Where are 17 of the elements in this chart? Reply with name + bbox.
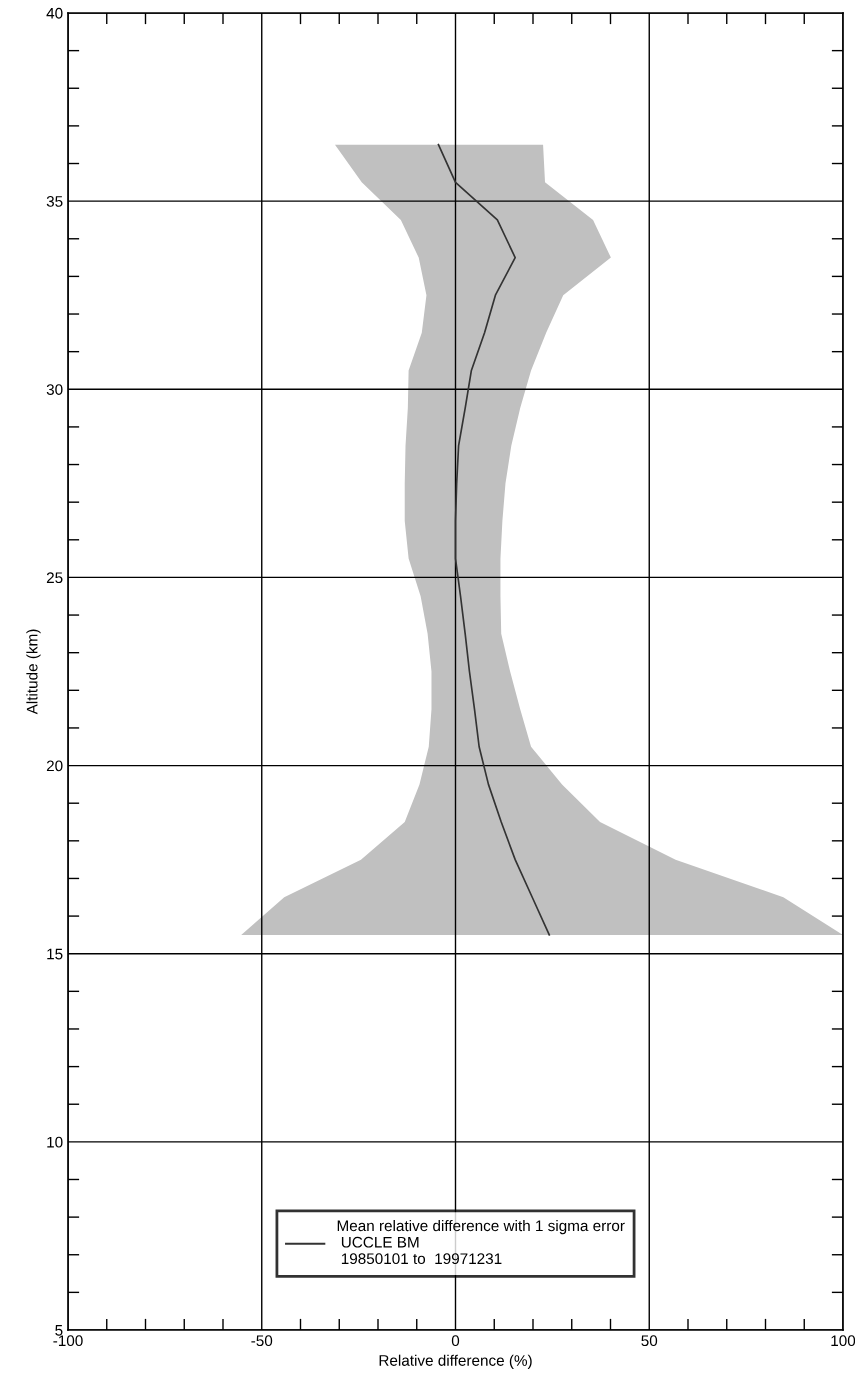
y-tick-label: 20 <box>46 760 63 772</box>
y-tick-label: 40 <box>46 7 63 19</box>
line-series <box>437 143 551 936</box>
x-axis-title: Relative difference (%) <box>379 1354 532 1369</box>
y-tick-label: 25 <box>46 572 63 584</box>
x-tick-label: 50 <box>641 1335 658 1347</box>
y-tick-label: 30 <box>46 384 63 395</box>
y-tick-label: 10 <box>47 1136 63 1148</box>
y-tick-label: 5 <box>55 1325 63 1336</box>
y-tick-label: 15 <box>47 948 63 960</box>
legend-label: Mean relative difference with 1 sigma error UCCLE BM 19850101 to 19971231 <box>337 1219 625 1265</box>
x-tick-label: 0 <box>451 1335 460 1347</box>
y-axis-title: Altitude (km) <box>26 629 41 715</box>
x-tick-label: -100 <box>53 1335 83 1347</box>
x-tick-label: -50 <box>251 1335 273 1347</box>
x-tick-label: 100 <box>831 1335 855 1347</box>
y-tick-label: 35 <box>46 196 63 207</box>
